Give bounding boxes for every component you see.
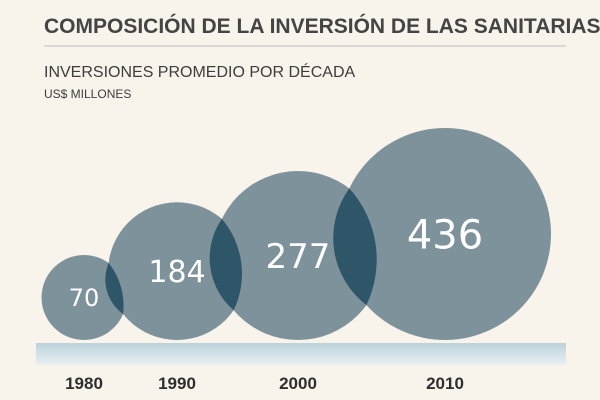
bubble-overlaps (105, 188, 377, 315)
overlap-1980-1990 (105, 262, 124, 315)
tick-label-2010: 2010 (426, 374, 464, 393)
value-label-1980: 70 (69, 284, 100, 312)
bubble-2010 (339, 128, 551, 340)
tick-label-1990: 1990 (158, 374, 196, 393)
value-label-2010: 436 (407, 212, 483, 258)
base-band (36, 343, 566, 365)
tick-label-2000: 2000 (279, 374, 317, 393)
value-label-1990: 184 (148, 255, 205, 290)
value-labels: 70 184 277 436 (69, 212, 483, 312)
x-tick-labels: 1980 1990 2000 2010 (65, 374, 464, 393)
chart-title: COMPOSICIÓN DE LA INVERSIÓN DE LAS SANIT… (44, 14, 600, 38)
value-label-2000: 277 (266, 237, 331, 277)
tick-label-1980: 1980 (65, 374, 103, 393)
overlap-2000-2010 (333, 188, 377, 306)
overlap-1990-2000 (209, 218, 243, 311)
chart-unit: US$ MILLONES (44, 87, 131, 101)
chart-subtitle: INVERSIONES PROMEDIO POR DÉCADA (44, 62, 355, 81)
bubble-1990 (108, 202, 246, 340)
bubble-1980 (41, 255, 127, 340)
